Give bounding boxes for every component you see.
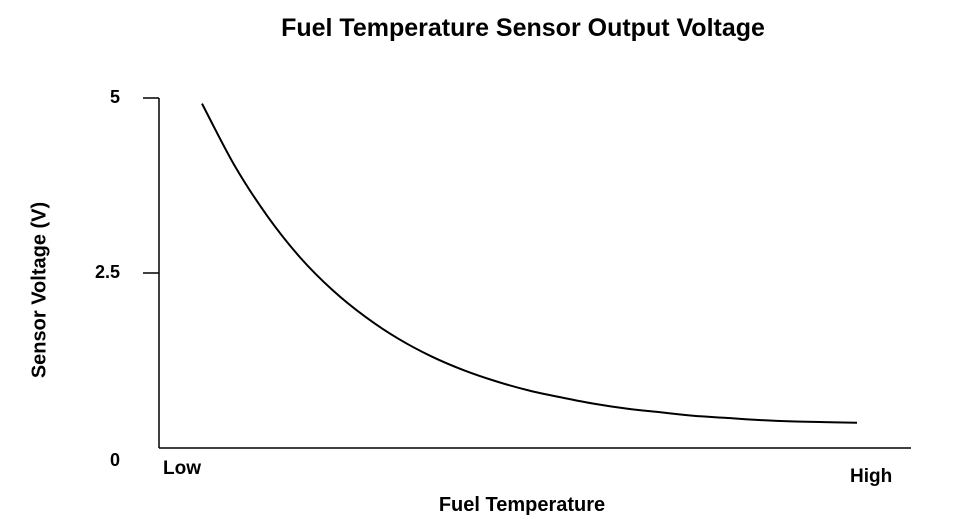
- x-tick-label-high: High: [850, 466, 893, 487]
- series-line-0: [201, 103, 858, 424]
- y-tick-label-2-5: 2.5: [94, 262, 120, 282]
- y-tick-label-0: 0: [109, 450, 120, 470]
- y-tick-label-5: 5: [109, 87, 120, 107]
- y-axis-label: Sensor Voltage (V): [28, 201, 51, 379]
- x-axis-label: Fuel Temperature: [438, 494, 606, 516]
- x-tick-label-low: Low: [163, 458, 201, 479]
- chart-title: Fuel Temperature Sensor Output Voltage: [281, 14, 765, 42]
